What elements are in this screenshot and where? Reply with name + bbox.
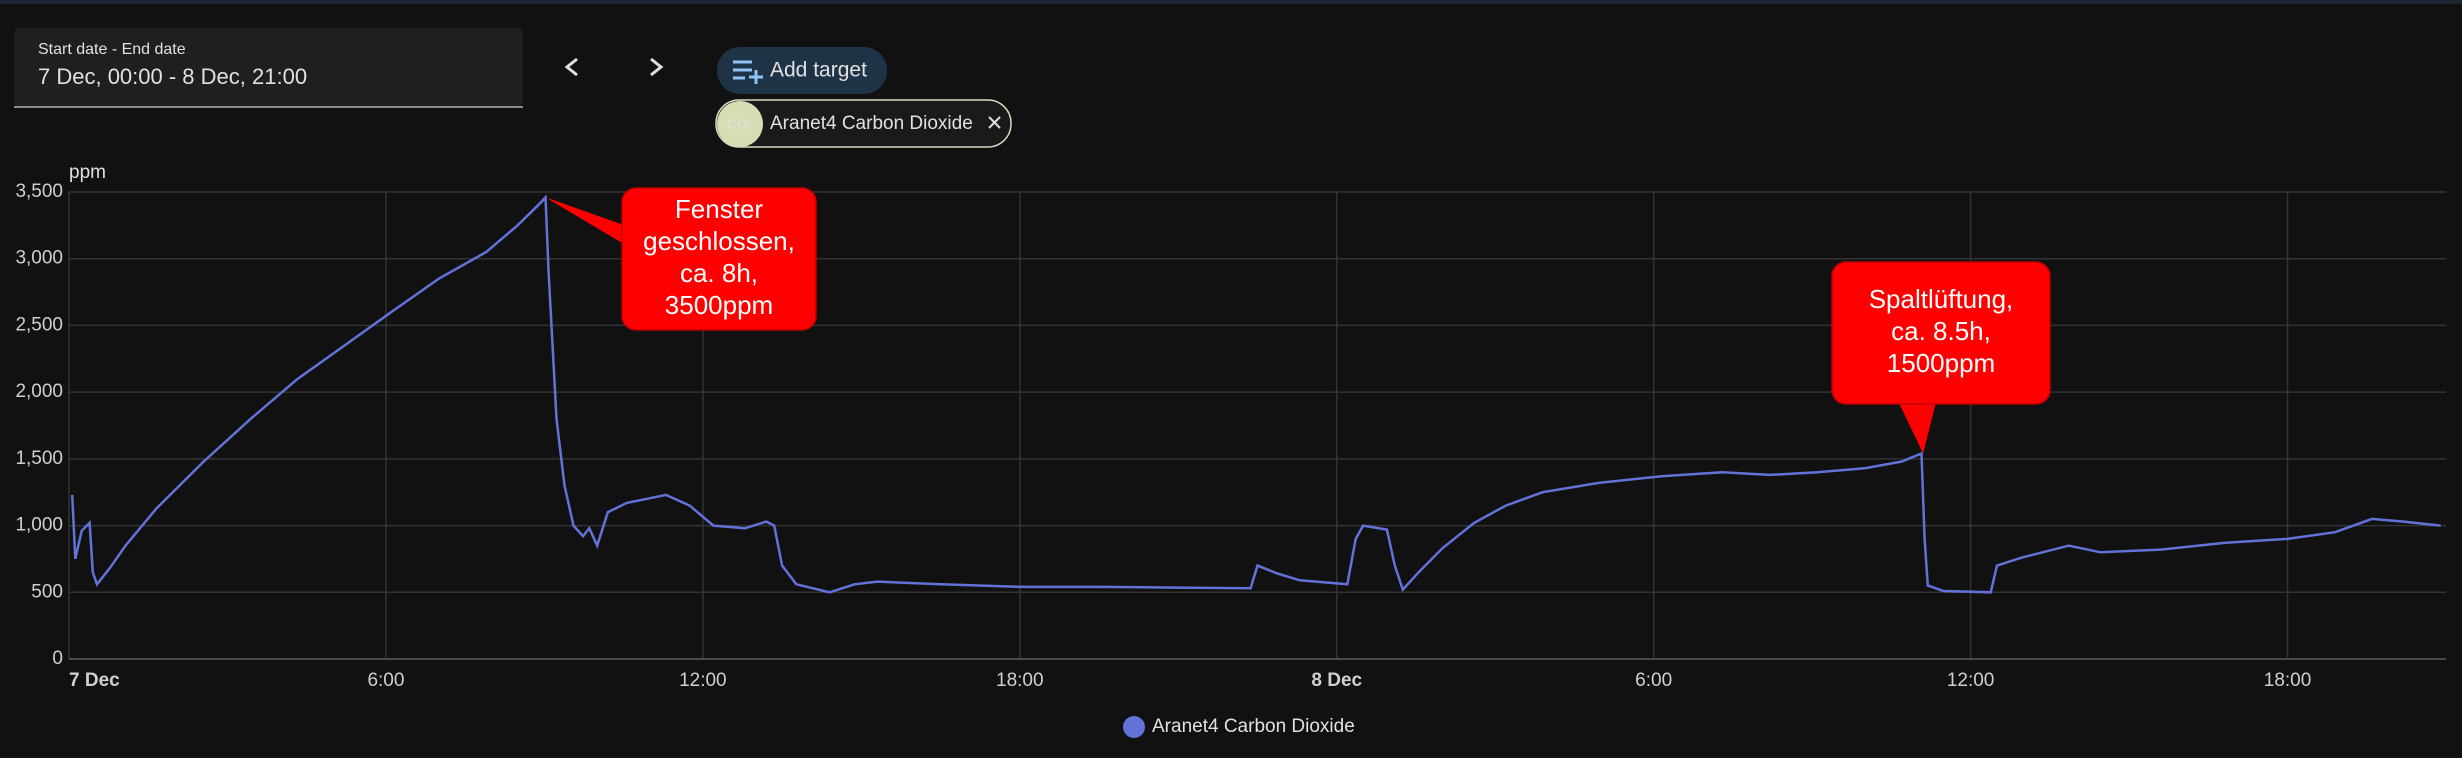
date-label: Start date - End date [38, 41, 186, 58]
y-tick-label: 3,000 [15, 248, 63, 269]
date-value: 7 Dec, 00:00 - 8 Dec, 21:00 [38, 64, 307, 89]
y-tick-label: 500 [31, 581, 63, 602]
y-axis-label: ppm [69, 162, 106, 183]
x-tick-label: 12:00 [679, 670, 727, 691]
legend-label: Aranet4 Carbon Dioxide [1152, 716, 1355, 737]
y-tick-label: 0 [52, 648, 63, 669]
y-tick-label: 2,000 [15, 381, 63, 402]
y-tick-label: 2,500 [15, 314, 63, 335]
callout-text: geschlossen, [643, 226, 795, 256]
callout-box [621, 187, 817, 331]
x-tick-label: 8 Dec [1311, 670, 1362, 691]
callout-text: ca. 8.5h, [1891, 316, 1991, 346]
chip-remove[interactable] [988, 116, 1001, 129]
callout-text: Spaltlüftung, [1869, 284, 2014, 314]
callout-text: ca. 8h, [680, 258, 758, 288]
data-line [70, 194, 2441, 594]
x-tick-label: 12:00 [1947, 670, 1995, 691]
x-tick-label: 6:00 [367, 670, 404, 691]
callout-text: Fenster [675, 194, 763, 224]
chip-icon-bg [717, 101, 763, 147]
date-picker[interactable] [14, 28, 523, 107]
x-tick-label: 18:00 [996, 670, 1044, 691]
top-bar [0, 0, 2462, 4]
callout-box [1831, 261, 2051, 405]
next-button[interactable] [650, 57, 664, 77]
chip-label: Aranet4 Carbon Dioxide [770, 113, 973, 134]
x-tick-label: 7 Dec [69, 670, 120, 691]
add-target-icon [733, 60, 763, 84]
y-tick-label: 3,500 [15, 181, 63, 202]
callout-text: 1500ppm [1887, 348, 1995, 378]
add-target-button[interactable] [717, 47, 887, 94]
chip-icon: CO₂ [727, 116, 753, 132]
x-tick-label: 18:00 [2264, 670, 2312, 691]
callout-pointer [1899, 403, 1936, 454]
y-tick-label: 1,000 [15, 515, 63, 536]
callout-text: 3500ppm [665, 290, 773, 320]
x-tick-label: 6:00 [1635, 670, 1672, 691]
prev-button[interactable] [564, 57, 578, 77]
legend-marker [1123, 716, 1145, 738]
add-target-text[interactable]: Add target [770, 59, 867, 82]
y-tick-label: 1,500 [15, 448, 63, 469]
target-chip[interactable] [715, 99, 1012, 148]
